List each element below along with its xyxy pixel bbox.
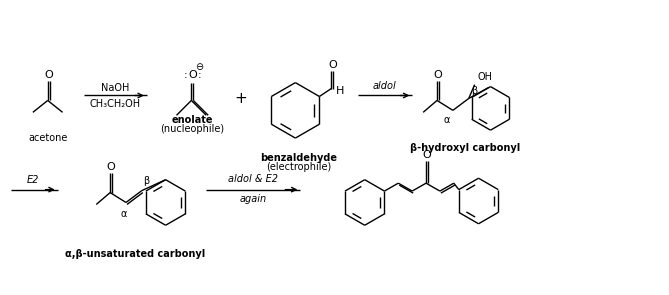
Text: OH: OH — [478, 72, 492, 82]
Text: O: O — [188, 70, 197, 80]
Text: NaOH: NaOH — [101, 83, 129, 93]
Text: again: again — [240, 194, 266, 204]
Text: β: β — [472, 86, 478, 96]
Text: acetone: acetone — [28, 133, 68, 143]
Text: α: α — [121, 209, 127, 219]
Text: O: O — [328, 60, 337, 70]
Text: ⊖: ⊖ — [195, 62, 203, 72]
Text: CH₃CH₂OH: CH₃CH₂OH — [90, 99, 140, 109]
Text: benzaldehyde: benzaldehyde — [260, 153, 337, 163]
Text: +: + — [235, 91, 248, 106]
Text: enolate: enolate — [172, 115, 213, 125]
Text: :: : — [197, 70, 201, 80]
Text: H: H — [336, 86, 345, 96]
Text: aldol & E2: aldol & E2 — [227, 174, 278, 184]
Text: O: O — [434, 70, 442, 80]
Text: (electrophile): (electrophile) — [266, 162, 331, 172]
Text: aldol: aldol — [373, 81, 397, 91]
Text: α: α — [444, 115, 450, 125]
Text: O: O — [44, 70, 53, 80]
Text: E2: E2 — [27, 175, 39, 185]
Text: O: O — [107, 162, 116, 172]
Text: (nucleophile): (nucleophile) — [161, 124, 224, 134]
Text: α,β-unsaturated carbonyl: α,β-unsaturated carbonyl — [65, 249, 205, 259]
Text: β-hydroxyl carbonyl: β-hydroxyl carbonyl — [409, 143, 520, 153]
Text: β: β — [142, 176, 149, 186]
Text: :: : — [183, 70, 187, 80]
Text: O: O — [423, 150, 432, 160]
